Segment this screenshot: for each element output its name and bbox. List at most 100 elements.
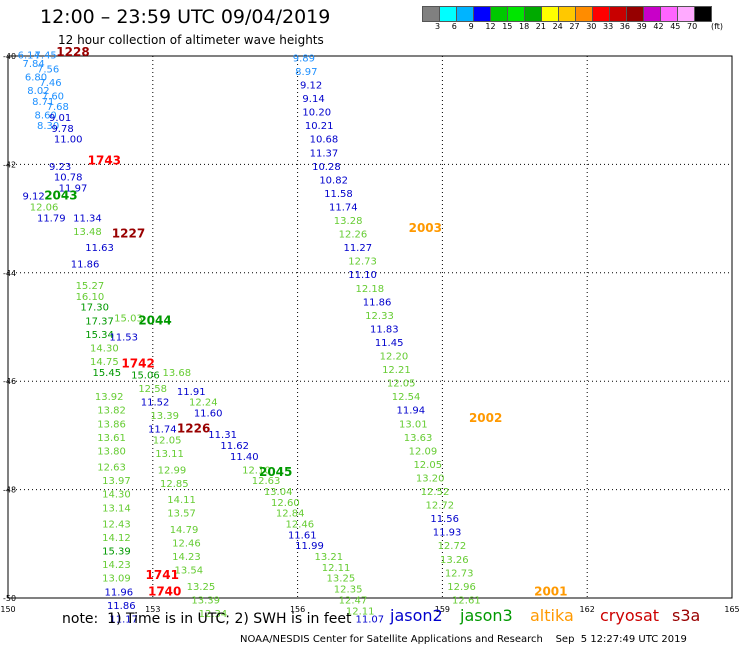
wave-height-value: 11.74 bbox=[148, 425, 177, 436]
wave-height-value: 11.97 bbox=[59, 184, 88, 195]
wave-height-value: 15.34 bbox=[85, 330, 114, 341]
wave-height-value: 17.30 bbox=[80, 303, 109, 314]
pass-time-label: 2044 bbox=[138, 313, 171, 327]
wave-height-value: 12.54 bbox=[392, 392, 421, 403]
wave-height-value: 10.21 bbox=[305, 121, 334, 132]
wave-height-value: 12.46 bbox=[172, 539, 201, 550]
wave-height-value: 12.63 bbox=[97, 463, 126, 474]
wave-height-value: 13.26 bbox=[440, 555, 469, 566]
wave-height-value: 12.43 bbox=[102, 520, 131, 531]
color-scale-label: 70 bbox=[687, 22, 698, 31]
color-scale-label: 33 bbox=[603, 22, 614, 31]
wave-height-value: 12.85 bbox=[160, 479, 189, 490]
wave-height-value: 17.37 bbox=[85, 316, 114, 327]
wave-height-value: 13.86 bbox=[97, 419, 126, 430]
wave-height-value: 12.99 bbox=[158, 465, 187, 476]
wave-height-value: 12.60 bbox=[271, 498, 300, 509]
wave-height-value: 9.12 bbox=[300, 81, 322, 92]
color-scale-label: 36 bbox=[619, 22, 630, 31]
wave-height-value: 8.02 bbox=[27, 86, 49, 97]
color-scale-label: 39 bbox=[636, 22, 647, 31]
wave-height-value: 11.63 bbox=[85, 243, 114, 254]
page-title: 12:00 – 23:59 UTC 09/04/2019 bbox=[40, 6, 331, 28]
wave-height-value: 15.06 bbox=[131, 370, 160, 381]
wave-height-value: 11.53 bbox=[109, 333, 138, 344]
wave-height-value: 11.74 bbox=[329, 202, 358, 213]
wave-height-value: 11.45 bbox=[375, 338, 404, 349]
wave-height-value: 7.46 bbox=[39, 78, 61, 89]
wave-height-value: 13.01 bbox=[399, 419, 428, 430]
longitude-label: 165 bbox=[724, 605, 739, 614]
color-scale-label: 15 bbox=[502, 22, 513, 31]
wave-height-value: 11.31 bbox=[208, 430, 237, 441]
wave-height-value: 9.89 bbox=[293, 53, 315, 64]
wave-height-value: 16.10 bbox=[76, 292, 105, 303]
wave-height-value: 12.10 bbox=[242, 465, 271, 476]
wave-height-value: 10.28 bbox=[312, 162, 341, 173]
wave-height-value: 11.93 bbox=[433, 528, 462, 539]
wave-height-value: 8.71 bbox=[32, 97, 54, 108]
wave-height-value: 13.92 bbox=[95, 392, 124, 403]
wave-height-value: 13.97 bbox=[102, 476, 131, 487]
latitude-label: -42 bbox=[3, 160, 16, 169]
pass-time-label: 1228 bbox=[56, 45, 89, 59]
wave-height-value: 12.05 bbox=[153, 436, 182, 447]
latitude-label: -50 bbox=[3, 594, 16, 603]
wave-height-value: 13.61 bbox=[97, 433, 126, 444]
wave-height-value: 12.72 bbox=[438, 541, 467, 552]
pass-time-label: 1227 bbox=[112, 227, 145, 241]
wave-height-value: 14.12 bbox=[102, 533, 131, 544]
pass-time-label: 2045 bbox=[259, 465, 292, 479]
color-scale-label: 3 bbox=[435, 22, 441, 31]
color-scale-label: 45 bbox=[670, 22, 681, 31]
pass-time-label: 1740 bbox=[148, 584, 181, 598]
wave-height-value: 11.94 bbox=[397, 406, 426, 417]
wave-height-value: 9.78 bbox=[51, 124, 73, 135]
wave-height-value: 11.58 bbox=[324, 189, 353, 200]
wave-height-value: 13.04 bbox=[264, 487, 293, 498]
wave-height-value: 14.75 bbox=[90, 357, 119, 368]
pass-time-label: 2003 bbox=[409, 221, 442, 235]
wave-height-value: 10.20 bbox=[302, 108, 331, 119]
wave-height-value: 11.61 bbox=[288, 530, 317, 541]
wave-height-value: 13.68 bbox=[162, 368, 191, 379]
wave-height-value: 12.58 bbox=[138, 384, 167, 395]
wave-height-value: 14.11 bbox=[167, 495, 196, 506]
color-scale-label: 18 bbox=[519, 22, 530, 31]
wave-height-value: 11.62 bbox=[220, 441, 249, 452]
wave-height-value: 7.56 bbox=[37, 64, 59, 75]
wave-height-value: 8.60 bbox=[35, 110, 57, 121]
wave-height-value: 13.82 bbox=[97, 406, 126, 417]
wave-height-value: 14.30 bbox=[102, 490, 131, 501]
footer-credit: NOAA/NESDIS Center for Satellite Applica… bbox=[240, 634, 687, 645]
longitude-label: 156 bbox=[290, 605, 305, 614]
pass-time-label: 2002 bbox=[469, 411, 502, 425]
wave-height-value: 10.78 bbox=[54, 173, 83, 184]
wave-height-value: 13.14 bbox=[102, 503, 131, 514]
legend-s3a: s3a bbox=[672, 606, 701, 625]
wave-height-value: 11.27 bbox=[343, 243, 372, 254]
wave-height-value: 12.84 bbox=[276, 509, 305, 520]
color-scale-label: 24 bbox=[552, 22, 563, 31]
legend-jason3: jason3 bbox=[460, 606, 513, 625]
longitude-label: 153 bbox=[145, 605, 160, 614]
wave-height-value: 14.23 bbox=[102, 560, 131, 571]
wave-height-value: 15.39 bbox=[102, 547, 131, 558]
wave-height-value: 12.06 bbox=[30, 202, 59, 213]
wave-height-value: 14.30 bbox=[90, 343, 119, 354]
wave-height-value: 8.97 bbox=[295, 67, 317, 78]
color-scale-label: 6 bbox=[451, 22, 457, 31]
wave-height-value: 10.68 bbox=[310, 135, 339, 146]
wave-height-value: 11.79 bbox=[37, 213, 66, 224]
legend-jason2: jason2 bbox=[390, 606, 443, 625]
wave-height-value: 12.24 bbox=[189, 398, 218, 409]
wave-height-value: 12.35 bbox=[334, 585, 363, 596]
wave-height-value: 13.39 bbox=[150, 411, 179, 422]
wave-height-value: 14.23 bbox=[172, 552, 201, 563]
wave-height-value: 6.80 bbox=[25, 72, 47, 83]
wave-height-value: 13.63 bbox=[404, 433, 433, 444]
wave-height-value: 9.14 bbox=[302, 94, 324, 105]
wave-height-value: 6.14 bbox=[18, 51, 40, 62]
wave-height-value: 12.47 bbox=[339, 595, 368, 606]
latitude-label: -44 bbox=[3, 269, 16, 278]
